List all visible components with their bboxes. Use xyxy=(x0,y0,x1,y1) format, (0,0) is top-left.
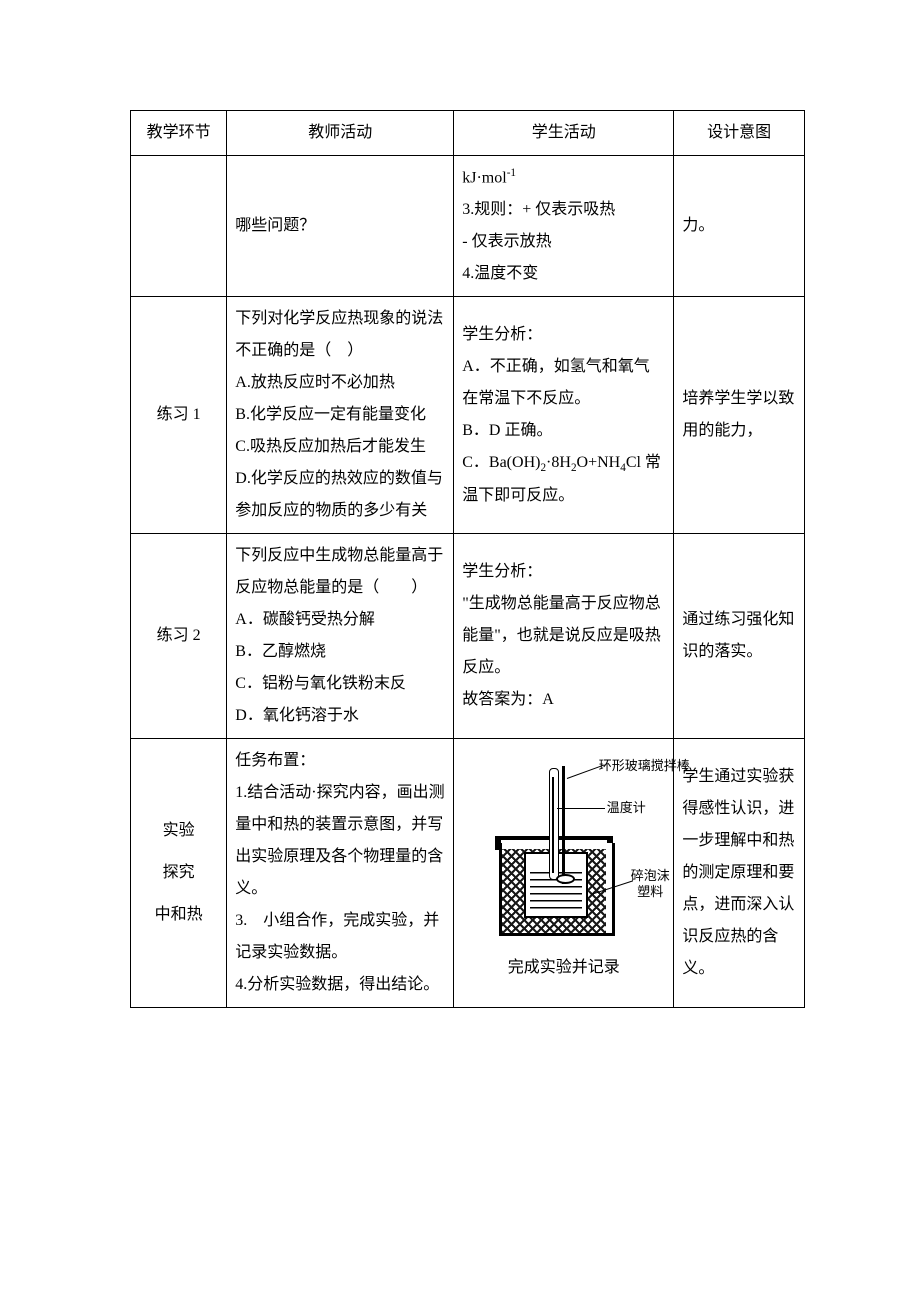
stage-cell: 练习 2 xyxy=(131,534,227,739)
apparatus-diagram: 环形玻璃搅拌棒 温度计 碎泡沫塑料 xyxy=(469,766,659,946)
stage-cell xyxy=(131,156,227,297)
stage-line: 实验 xyxy=(139,815,218,847)
teacher-cell: 下列反应中生成物总能量高于反应物总能量的是（ ）A．碳酸钙受热分解B．乙醇燃烧C… xyxy=(227,534,454,739)
table-row: 哪些问题？ kJ·mol-13.规则：+ 仅表示吸热- 仅表示放热4.温度不变 … xyxy=(131,156,805,297)
thermometer-icon xyxy=(549,768,559,880)
student-cell: 环形玻璃搅拌棒 温度计 碎泡沫塑料 完成实验并记录 xyxy=(454,739,674,1008)
teacher-cell: 任务布置：1.结合活动·探究内容，画出测量中和热的装置示意图，并写出实验原理及各… xyxy=(227,739,454,1008)
table-row: 实验 探究 中和热 任务布置：1.结合活动·探究内容，画出测量中和热的装置示意图… xyxy=(131,739,805,1008)
col-student-header: 学生活动 xyxy=(454,111,674,156)
student-cell: 学生分析：A．不正确，如氢气和氧气在常温下不反应。B．D 正确。C．Ba(OH)… xyxy=(454,297,674,534)
diagram-caption: 完成实验并记录 xyxy=(462,952,665,984)
teacher-cell: 哪些问题？ xyxy=(227,156,454,297)
student-cell: 学生分析："生成物总能量高于反应物总能量"，也就是说反应是吸热反应。故答案为：A xyxy=(454,534,674,739)
leader-line xyxy=(557,808,605,809)
diagram-label-thermometer: 温度计 xyxy=(607,800,646,816)
teacher-cell: 下列对化学反应热现象的说法不正确的是（ ）A.放热反应时不必加热B.化学反应一定… xyxy=(227,297,454,534)
col-intent-header: 设计意图 xyxy=(674,111,805,156)
lesson-plan-table: 教学环节 教师活动 学生活动 设计意图 哪些问题？ kJ·mol-13.规则：+… xyxy=(130,110,805,1008)
stage-cell: 练习 1 xyxy=(131,297,227,534)
student-cell: kJ·mol-13.规则：+ 仅表示吸热- 仅表示放热4.温度不变 xyxy=(454,156,674,297)
intent-cell: 学生通过实验获得感性认识，进一步理解中和热的测定原理和要点，进而深入认识反应热的… xyxy=(674,739,805,1008)
diagram-label-foam: 碎泡沫塑料 xyxy=(631,868,670,899)
diagram-label-stirrer: 环形玻璃搅拌棒 xyxy=(599,758,690,774)
intent-cell: 培养学生学以致用的能力， xyxy=(674,297,805,534)
intent-cell: 力。 xyxy=(674,156,805,297)
stage-line: 中和热 xyxy=(139,899,218,931)
intent-cell: 通过练习强化知识的落实。 xyxy=(674,534,805,739)
col-stage-header: 教学环节 xyxy=(131,111,227,156)
table-row: 练习 1 下列对化学反应热现象的说法不正确的是（ ）A.放热反应时不必加热B.化… xyxy=(131,297,805,534)
col-teacher-header: 教师活动 xyxy=(227,111,454,156)
stage-line: 探究 xyxy=(139,857,218,889)
stage-cell: 实验 探究 中和热 xyxy=(131,739,227,1008)
stir-rod-icon xyxy=(562,766,565,884)
table-header-row: 教学环节 教师活动 学生活动 设计意图 xyxy=(131,111,805,156)
table-row: 练习 2 下列反应中生成物总能量高于反应物总能量的是（ ）A．碳酸钙受热分解B．… xyxy=(131,534,805,739)
